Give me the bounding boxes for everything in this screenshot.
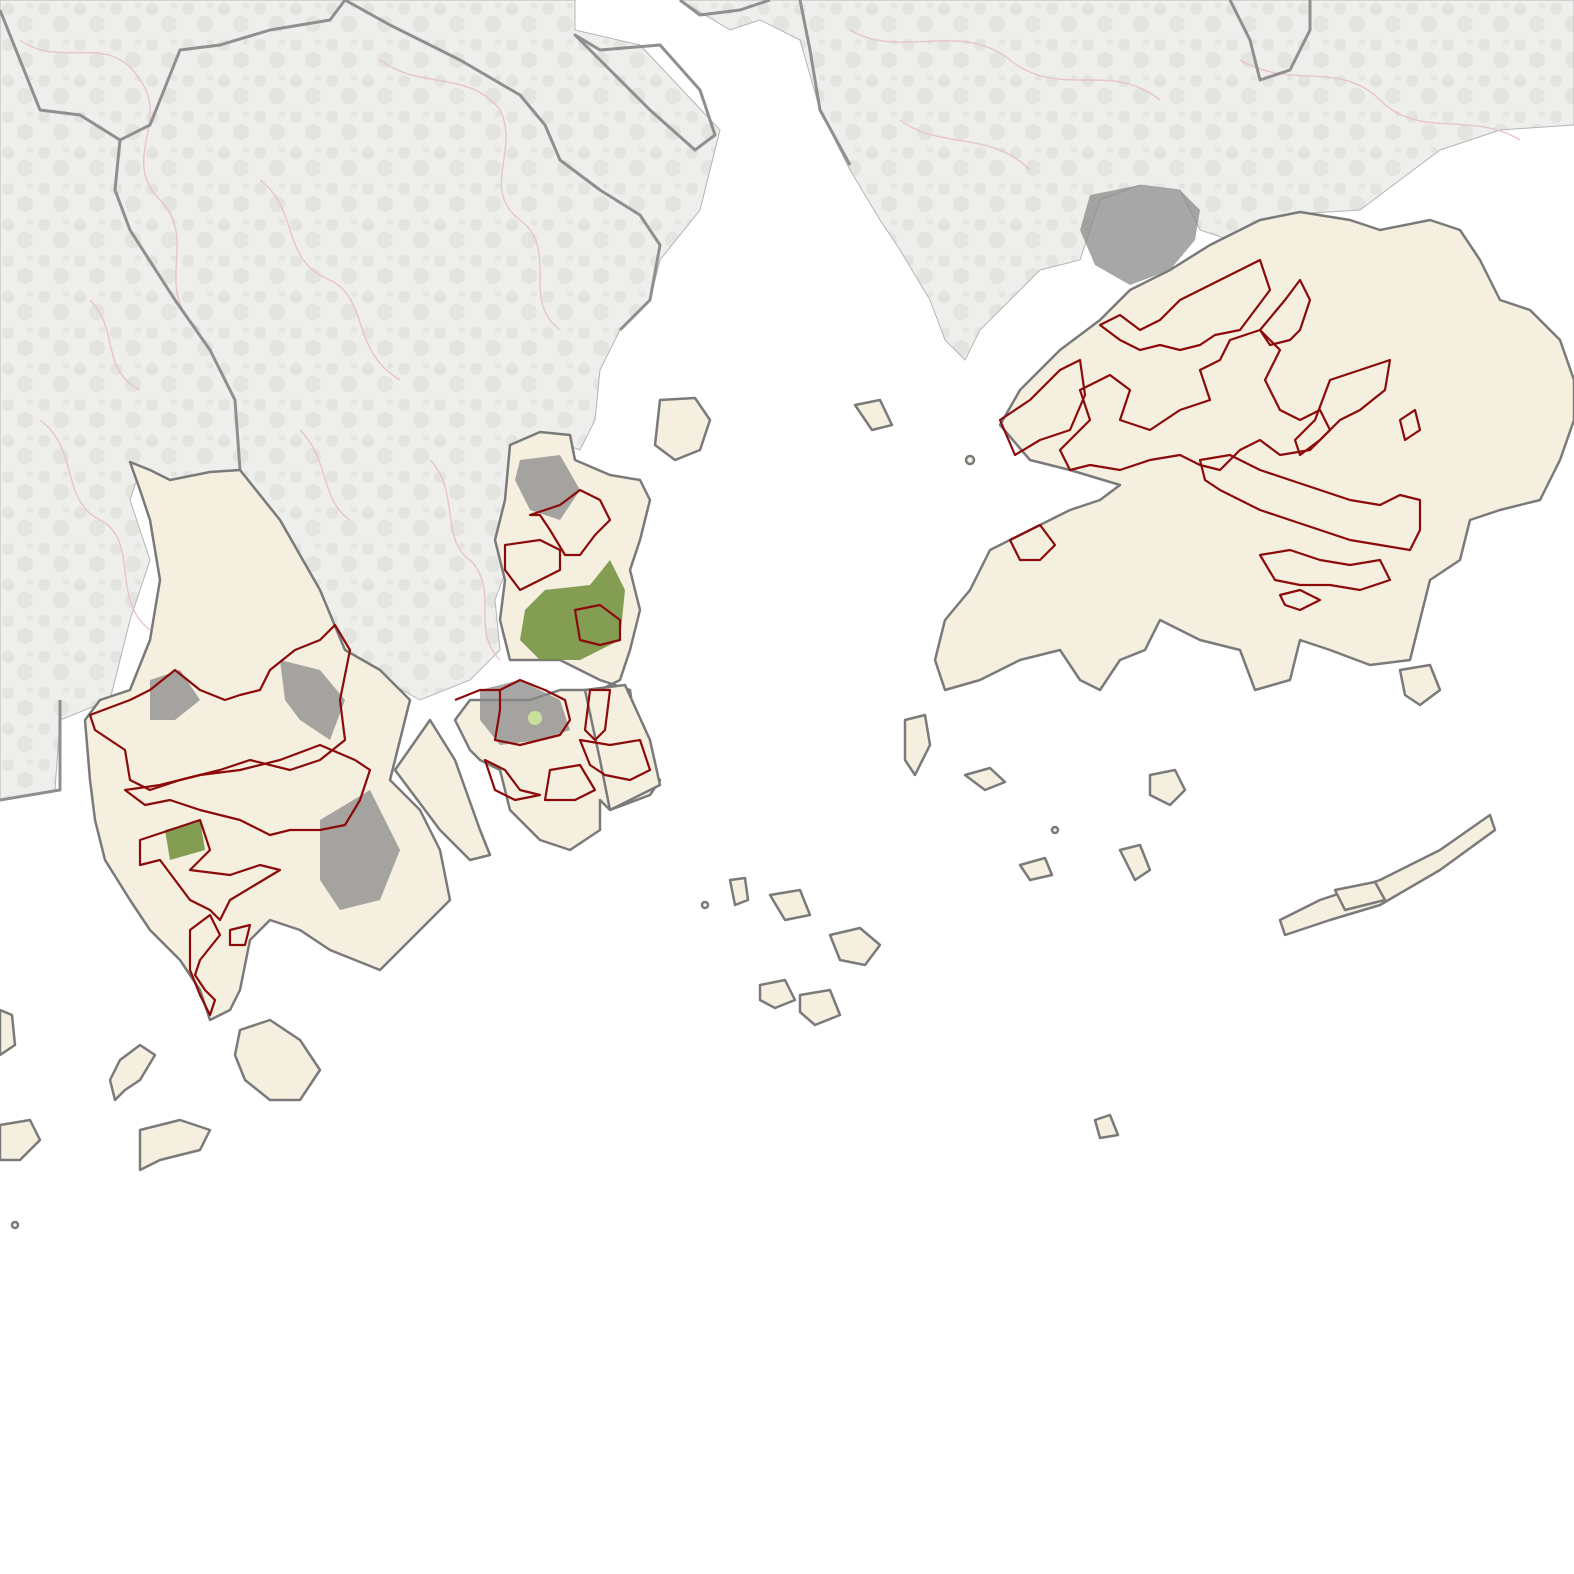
east-islet-3 [1398, 663, 1442, 707]
middle-urban-2 [480, 680, 570, 745]
west-islet-4 [108, 1043, 157, 1102]
mainland-layer [0, 0, 1574, 801]
east-islet-1 [1148, 768, 1187, 807]
contour-lines [19, 29, 1521, 661]
west-veg [165, 820, 205, 860]
reclaim-strip [393, 718, 492, 862]
west-urban-2 [150, 670, 200, 720]
middle-islet-north [653, 396, 712, 462]
study-area-middle[interactable] [453, 396, 712, 852]
west-protected-areas [88, 623, 372, 1017]
west-urban-3 [320, 790, 400, 910]
west-islet-3 [0, 1118, 42, 1162]
east-urban-north [1080, 185, 1200, 285]
mainland-west [0, 0, 721, 801]
admin-boundaries [0, 0, 1312, 802]
middle-protected-areas [454, 488, 652, 802]
middle-island-east [583, 683, 662, 812]
west-islet-2 [138, 1118, 212, 1172]
middle-veg-zone [520, 560, 625, 660]
middle-urban [515, 455, 580, 520]
west-urban [280, 660, 345, 740]
study-area-west[interactable] [0, 460, 492, 1172]
outlying-islets [0, 398, 1387, 1230]
west-islet-1 [233, 1018, 322, 1102]
east-protected-areas [998, 258, 1422, 612]
study-area-east[interactable] [933, 185, 1574, 937]
east-island [933, 210, 1574, 692]
middle-light-veg [528, 711, 542, 725]
